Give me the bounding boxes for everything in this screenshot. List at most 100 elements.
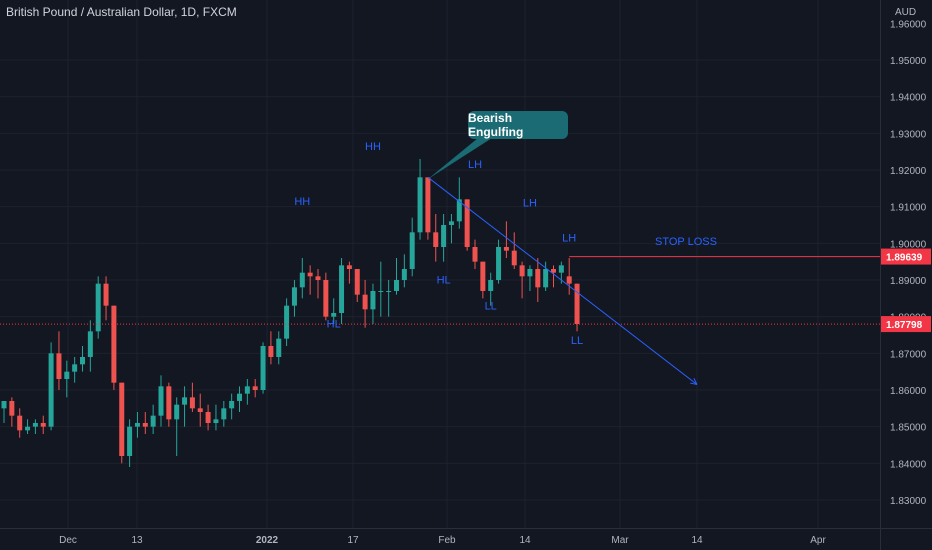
price-tick-label: 1.92000	[890, 166, 927, 177]
candle-body	[535, 269, 541, 288]
candle-body	[64, 371, 70, 379]
candle-body	[370, 291, 376, 310]
price-tick-label: 1.96000	[890, 19, 927, 30]
candle	[315, 269, 321, 299]
time-tick-label: Dec	[59, 535, 77, 546]
candle-body	[291, 287, 297, 306]
price-badge-label: 1.89639	[886, 253, 923, 264]
candle	[142, 412, 148, 434]
candle-body	[315, 276, 321, 280]
candle-body	[433, 232, 439, 247]
candle-body	[158, 386, 164, 416]
candle-body	[48, 353, 54, 427]
candle	[346, 261, 352, 284]
arrow-head	[690, 378, 698, 385]
candle-body	[174, 404, 180, 420]
candle	[307, 265, 313, 295]
bearish-engulfing-callout[interactable]: Bearish Engulfing	[468, 111, 568, 139]
candle-body	[417, 177, 423, 233]
swing-label: HH	[294, 196, 310, 208]
candle	[339, 258, 345, 324]
candle-body	[331, 313, 337, 317]
swing-label: LH	[523, 198, 537, 210]
candle-body	[456, 199, 462, 222]
candle	[433, 214, 439, 262]
time-tick-label: 17	[347, 535, 359, 546]
swing-label: LH	[468, 159, 482, 171]
candle	[284, 298, 290, 346]
candle	[213, 404, 219, 431]
swing-label: HL	[327, 319, 341, 331]
candle	[331, 298, 337, 324]
candle-body	[252, 386, 258, 390]
candle-body	[307, 272, 313, 277]
time-tick-label: 13	[131, 535, 143, 546]
candle-body	[1, 401, 7, 409]
candle	[511, 232, 517, 269]
overlays: STOP LOSS HH HH HL HL LH LH LH LL LL	[0, 138, 880, 385]
candle-body	[237, 393, 242, 401]
candle	[543, 261, 549, 291]
candle-body	[103, 283, 109, 306]
candle-body	[472, 247, 478, 262]
swing-label: LL	[571, 335, 583, 347]
candle-body	[299, 272, 305, 288]
candle	[519, 261, 525, 299]
candle	[221, 401, 227, 427]
price-tick-label: 1.91000	[890, 203, 927, 214]
candle-body	[268, 346, 274, 357]
candle-body	[362, 294, 368, 310]
candle	[386, 280, 392, 317]
candle	[378, 261, 384, 317]
candle-body	[480, 261, 486, 291]
candle-body	[574, 283, 580, 324]
candle-body	[503, 247, 509, 251]
candle-body	[142, 423, 148, 427]
candle	[362, 280, 368, 328]
candle	[1, 401, 7, 423]
candle	[72, 357, 78, 383]
candle-body	[244, 386, 250, 394]
callout-pointer	[427, 138, 492, 180]
candle-body	[95, 283, 101, 332]
candle	[48, 342, 54, 431]
candle	[80, 346, 85, 372]
time-tick-label: Feb	[438, 535, 456, 546]
candle-body	[488, 280, 494, 291]
candle	[182, 386, 188, 427]
symbol-title[interactable]: British Pound / Australian Dollar, 1D, F…	[6, 5, 237, 19]
candle-body	[378, 291, 384, 292]
candle	[111, 305, 117, 390]
candle	[17, 408, 23, 438]
time-tick-label: 14	[519, 535, 531, 546]
candle	[456, 177, 462, 229]
candle	[448, 214, 454, 244]
candle-body	[260, 346, 266, 390]
price-badge	[881, 316, 931, 333]
price-badge-label: 1.87798	[886, 320, 923, 331]
price-tick-label: 1.93000	[890, 129, 927, 140]
currency-label[interactable]: AUD	[895, 7, 917, 18]
candle-body	[197, 408, 203, 412]
candle-body	[213, 419, 219, 423]
candle-body	[189, 397, 195, 409]
candle	[480, 261, 486, 299]
candle-body	[409, 232, 415, 269]
candle-body	[56, 353, 62, 379]
candle-body	[448, 221, 454, 225]
candle-body	[441, 225, 447, 247]
candle	[394, 258, 399, 295]
candle	[174, 397, 180, 456]
downtrend-arrow	[427, 176, 698, 385]
candle	[237, 386, 242, 412]
candle	[119, 382, 125, 464]
price-tick-label: 1.94000	[890, 93, 927, 104]
candle	[197, 393, 203, 427]
candle-body	[551, 269, 556, 273]
candle-body	[511, 250, 517, 266]
candle-body	[119, 382, 125, 456]
time-tick-label: 14	[691, 535, 703, 546]
